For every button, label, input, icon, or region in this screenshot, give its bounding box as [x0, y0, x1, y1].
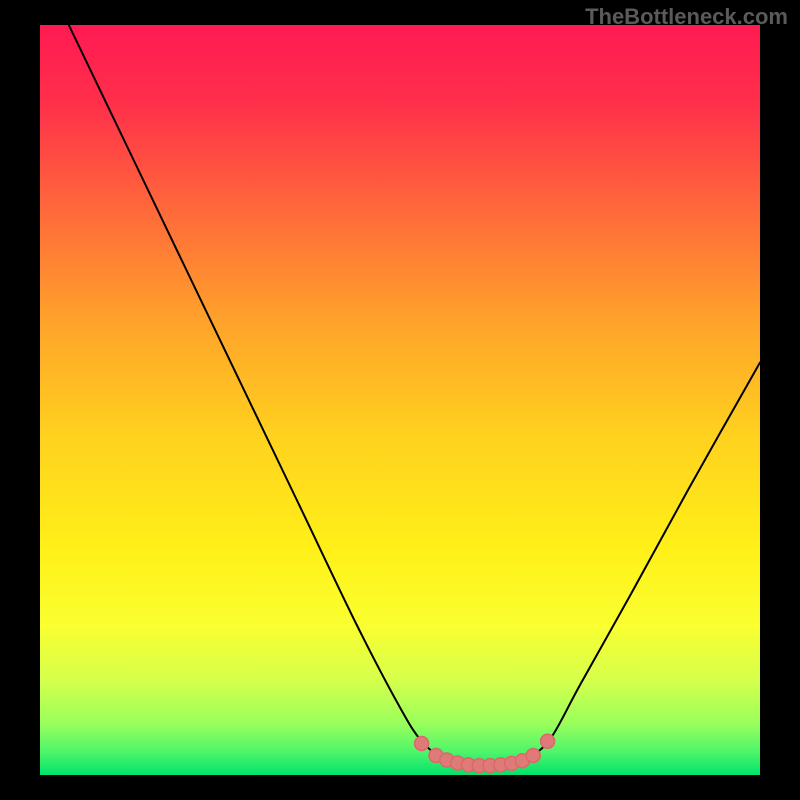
plot-area — [40, 25, 760, 775]
chart-frame: TheBottleneck.com — [0, 0, 800, 800]
optimal-marker — [415, 737, 429, 751]
watermark-text: TheBottleneck.com — [585, 4, 788, 30]
bottleneck-chart — [0, 0, 800, 800]
optimal-marker — [541, 734, 555, 748]
gradient-background — [40, 25, 760, 775]
optimal-marker — [526, 749, 540, 763]
